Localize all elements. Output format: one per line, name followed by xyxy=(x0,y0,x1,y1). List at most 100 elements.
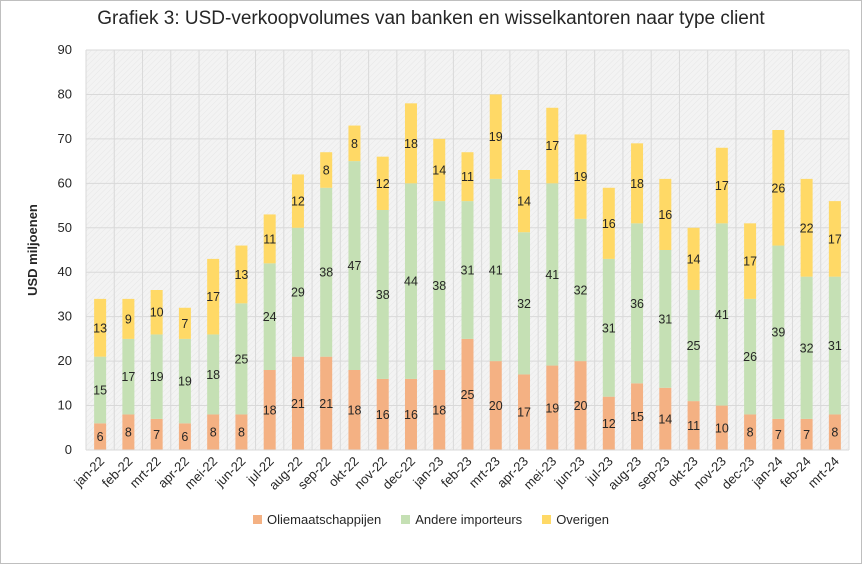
bar-andere-importeurs xyxy=(631,223,644,384)
x-tick-label: mrt-22 xyxy=(127,454,164,491)
bar-andere-importeurs xyxy=(122,338,135,415)
bar-overigen xyxy=(94,298,107,357)
data-label: 19 xyxy=(545,401,559,415)
bar-overigen xyxy=(291,174,304,228)
bar-overigen xyxy=(376,156,389,210)
bar-overigen xyxy=(518,170,531,233)
x-tick-label: jun-23 xyxy=(551,454,588,491)
bar-andere-importeurs xyxy=(744,298,757,415)
data-label: 16 xyxy=(602,217,616,231)
bar-andere-importeurs xyxy=(546,183,559,366)
bar-overigen xyxy=(263,214,276,264)
data-label: 19 xyxy=(574,170,588,184)
bar-oliemaatschappijen xyxy=(546,365,559,450)
data-label: 14 xyxy=(517,195,531,209)
data-label: 47 xyxy=(348,259,362,273)
bar-overigen xyxy=(659,178,672,250)
legend-label: Andere importeurs xyxy=(415,512,523,527)
data-label: 21 xyxy=(319,397,333,411)
data-label: 11 xyxy=(263,232,276,246)
bar-overigen xyxy=(546,107,559,184)
x-tick-label: jan-23 xyxy=(409,454,446,491)
data-label: 26 xyxy=(771,181,785,195)
bar-andere-importeurs xyxy=(828,276,841,415)
data-label: 12 xyxy=(291,195,305,209)
data-label: 17 xyxy=(715,179,729,193)
legend-swatch xyxy=(401,515,411,524)
data-label: 32 xyxy=(574,284,588,298)
bar-andere-importeurs xyxy=(376,210,389,379)
data-label: 8 xyxy=(210,426,217,440)
bar-overigen xyxy=(800,178,813,277)
data-label: 44 xyxy=(404,275,418,289)
legend-item: Andere importeurs xyxy=(401,512,522,527)
bar-andere-importeurs xyxy=(178,338,191,424)
x-tick-label: jan-24 xyxy=(749,454,786,491)
data-label: 17 xyxy=(545,139,559,153)
bar-overigen xyxy=(828,201,841,277)
data-label: 17 xyxy=(121,370,135,384)
bar-overigen xyxy=(207,258,220,335)
chart-title: Grafiek 3: USD-verkoopvolumes van banken… xyxy=(97,8,765,29)
data-label: 9 xyxy=(125,312,132,326)
bar-andere-importeurs xyxy=(291,227,304,357)
bar-oliemaatschappijen xyxy=(150,418,163,450)
bar-overigen xyxy=(574,134,587,219)
data-label: 13 xyxy=(93,321,107,335)
bar-overigen xyxy=(489,94,502,179)
x-tick-label: mei-22 xyxy=(182,454,221,493)
y-tick-label: 90 xyxy=(58,42,72,57)
bar-overigen xyxy=(602,187,615,259)
data-label: 36 xyxy=(630,297,644,311)
bar-overigen xyxy=(744,223,757,299)
x-tick-label: sep-22 xyxy=(295,454,334,493)
bar-andere-importeurs xyxy=(150,334,163,419)
legend: Oliemaatschappijen Andere importeurs Overi… xyxy=(0,512,862,527)
data-label: 26 xyxy=(743,350,757,364)
data-label: 6 xyxy=(181,430,188,444)
data-label: 18 xyxy=(263,404,277,418)
data-label: 7 xyxy=(803,428,810,442)
data-label: 12 xyxy=(602,417,616,431)
bar-oliemaatschappijen xyxy=(828,414,841,450)
data-label: 15 xyxy=(630,410,644,424)
data-label: 17 xyxy=(517,406,531,420)
bar-oliemaatschappijen xyxy=(602,396,615,450)
bar-oliemaatschappijen xyxy=(291,356,304,450)
y-tick-label: 70 xyxy=(58,131,72,146)
bar-andere-importeurs xyxy=(659,250,672,388)
data-label: 29 xyxy=(291,286,305,300)
data-label: 8 xyxy=(125,426,132,440)
bar-oliemaatschappijen xyxy=(489,361,502,450)
bar-oliemaatschappijen xyxy=(744,414,757,450)
data-label: 14 xyxy=(687,252,701,266)
bar-andere-importeurs xyxy=(574,218,587,362)
data-label: 38 xyxy=(319,266,333,280)
bar-overigen xyxy=(150,290,163,335)
bar-oliemaatschappijen xyxy=(404,378,417,450)
y-tick-label: 0 xyxy=(65,442,72,457)
bar-andere-importeurs xyxy=(772,245,785,419)
data-label: 19 xyxy=(178,375,192,389)
data-label: 22 xyxy=(800,221,814,235)
bar-oliemaatschappijen xyxy=(122,414,135,450)
y-tick-label: 10 xyxy=(58,398,72,413)
bar-andere-importeurs xyxy=(687,290,700,402)
data-label: 38 xyxy=(376,288,390,302)
data-label: 20 xyxy=(489,399,503,413)
x-tick-label: dec-22 xyxy=(379,454,418,493)
x-tick-label: mei-23 xyxy=(521,454,560,493)
y-axis-label: USD miljoenen xyxy=(25,204,40,296)
bar-oliemaatschappijen xyxy=(687,401,700,450)
data-label: 41 xyxy=(545,268,559,282)
legend-item: Overigen xyxy=(542,512,609,527)
bar-oliemaatschappijen xyxy=(715,405,728,450)
bar-andere-importeurs xyxy=(800,276,813,419)
data-label: 8 xyxy=(323,164,330,178)
bar-overigen xyxy=(404,103,417,184)
data-label: 13 xyxy=(234,268,248,282)
bar-oliemaatschappijen xyxy=(235,414,248,450)
bar-andere-importeurs xyxy=(263,263,276,370)
bar-oliemaatschappijen xyxy=(263,370,276,450)
